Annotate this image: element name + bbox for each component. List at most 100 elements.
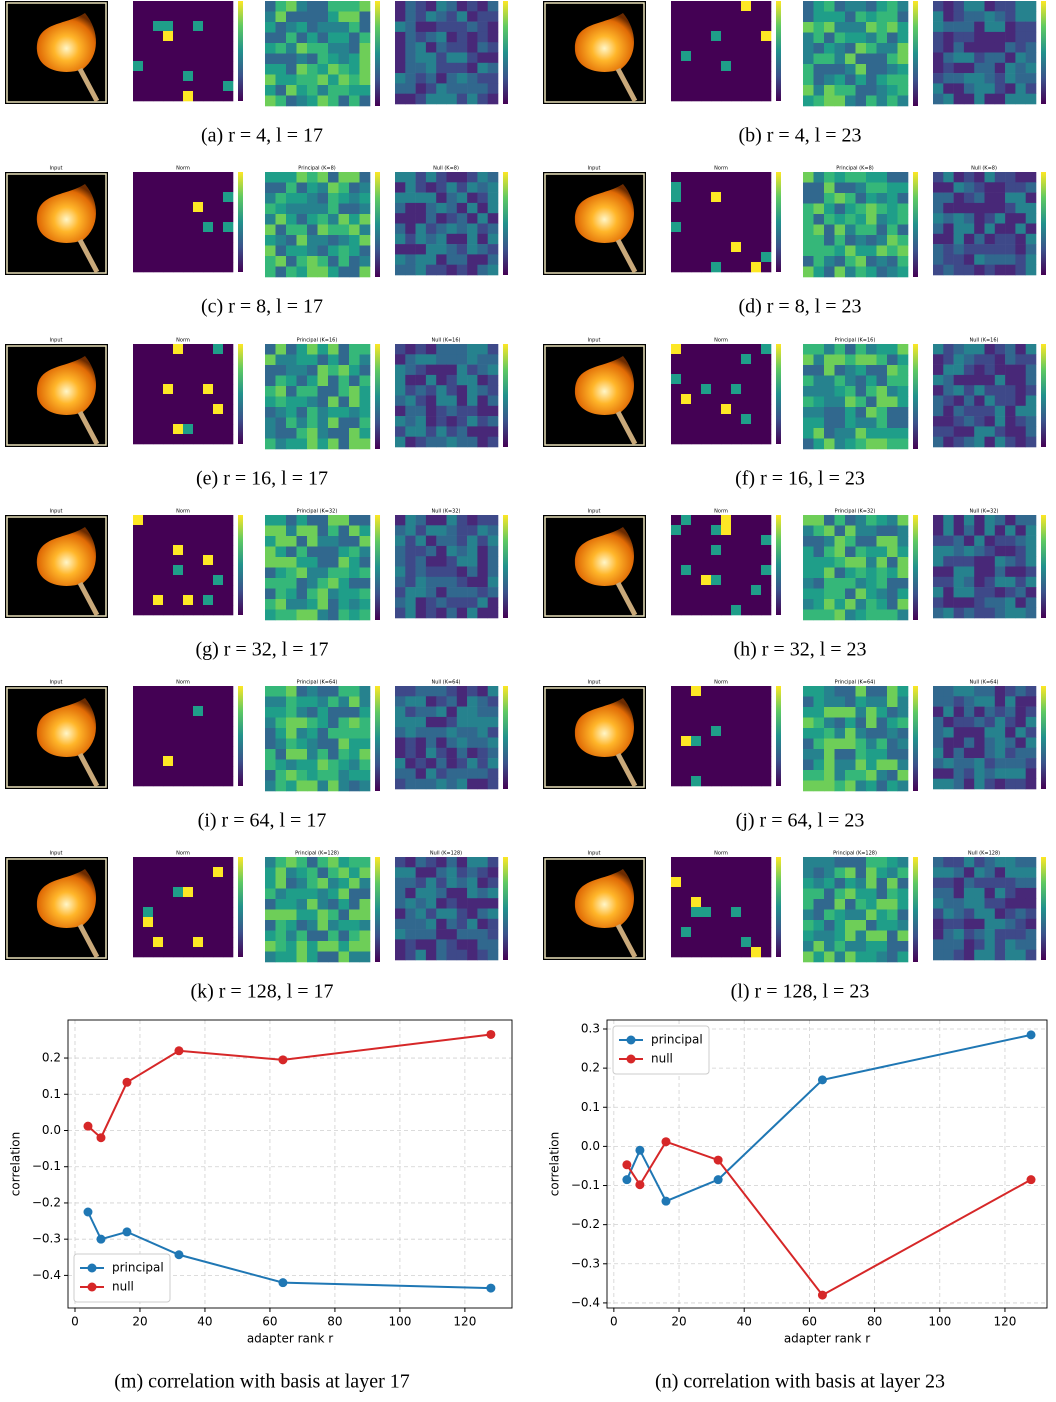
- heat-cell: [133, 41, 144, 52]
- heat-cell: [933, 535, 944, 547]
- heat-cell: [953, 706, 965, 718]
- heat-cell: [741, 182, 752, 193]
- heat-cell: [296, 193, 308, 204]
- heat-cell: [193, 766, 204, 777]
- heat-cell: [307, 951, 318, 963]
- heat-cell: [193, 41, 204, 52]
- heat-cell: [887, 909, 898, 921]
- heat-cell: [405, 364, 416, 376]
- panel-title: Input: [588, 851, 601, 857]
- heat-cell: [173, 595, 184, 606]
- heat-cell: [1025, 244, 1037, 255]
- heat-cell: [761, 434, 772, 445]
- x-tick-label: 0: [71, 1315, 79, 1329]
- heat-cell: [933, 576, 944, 588]
- heat-cell: [803, 172, 814, 183]
- heat-cell: [203, 212, 214, 223]
- data-point: [122, 1227, 132, 1237]
- heat-cell: [446, 597, 458, 608]
- heat-cell: [731, 887, 742, 898]
- heat-cell: [436, 607, 447, 619]
- heat-cell: [338, 728, 350, 739]
- heat-cell: [876, 738, 888, 750]
- heat-cell: [193, 686, 204, 697]
- heat-cell: [1025, 426, 1037, 437]
- heat-cell: [711, 71, 722, 82]
- heat-cell: [834, 407, 846, 418]
- heat-cell: [671, 937, 682, 948]
- heat-cell: [193, 595, 204, 606]
- heat-cell: [467, 374, 478, 386]
- heat-cell: [803, 438, 814, 450]
- heat-cell: [953, 213, 965, 224]
- heat-cell: [143, 776, 154, 787]
- heat-cell: [436, 436, 447, 448]
- heat-cell: [933, 737, 944, 749]
- heat-cell: [897, 1, 909, 12]
- heat-cell: [897, 386, 909, 397]
- heat-cell: [691, 252, 702, 263]
- heat-cell: [467, 747, 478, 759]
- heat-cell: [275, 428, 287, 439]
- heat-cell: [681, 414, 692, 425]
- heat-cell: [328, 749, 339, 760]
- heat-cell: [953, 716, 965, 728]
- heat-cell: [855, 728, 867, 739]
- heat-cell: [711, 706, 722, 717]
- heat-cell: [671, 262, 682, 273]
- heat-cell: [933, 566, 944, 578]
- heat-cell: [446, 73, 458, 84]
- heat-cell: [436, 83, 447, 94]
- heat-cell: [425, 73, 437, 84]
- heat-cell: [193, 81, 204, 92]
- heat-cell: [173, 736, 184, 747]
- heat-cell: [1015, 949, 1026, 961]
- heat-cell: [359, 85, 371, 96]
- heat-cell: [467, 11, 478, 22]
- heat-cell: [143, 706, 154, 717]
- heat-cell: [203, 394, 214, 405]
- heat-cell: [1005, 213, 1016, 224]
- heat-cell: [824, 857, 835, 868]
- heat-cell: [405, 395, 416, 407]
- heat-cell: [425, 416, 437, 427]
- heat-cell: [163, 404, 174, 415]
- heat-cell: [446, 607, 458, 619]
- heat-cell: [467, 857, 478, 868]
- heat-cell: [994, 597, 1006, 608]
- heat-cell: [349, 224, 360, 236]
- heat-cell: [317, 557, 329, 568]
- heat-cell: [395, 21, 406, 33]
- heat-cell: [866, 203, 877, 215]
- heat-cell: [456, 436, 468, 448]
- heat-cell: [359, 609, 371, 621]
- heat-cell: [425, 182, 437, 193]
- heat-cell: [317, 417, 329, 429]
- heat-cell: [436, 737, 447, 749]
- heat-cell: [751, 404, 762, 415]
- heat-cell: [963, 525, 975, 536]
- heat-cell: [876, 203, 888, 215]
- heat-cell: [711, 51, 722, 62]
- heat-cell: [477, 939, 488, 950]
- heat-cell: [897, 599, 909, 610]
- heat-cell: [761, 706, 772, 717]
- heat-cell: [761, 384, 772, 395]
- heat-cell: [133, 595, 144, 606]
- heat-cell: [425, 949, 437, 961]
- heat-cell: [436, 233, 447, 245]
- heat-cell: [425, 867, 437, 878]
- heat-cell: [824, 899, 835, 910]
- heat-cell: [405, 374, 416, 386]
- heat-cell: [876, 930, 888, 942]
- panel-title: Input: [588, 166, 601, 172]
- heat-cell: [751, 585, 762, 596]
- heat-cell: [761, 354, 772, 365]
- heat-cell: [876, 567, 888, 579]
- heat-cell: [477, 21, 488, 33]
- heat-cell: [213, 434, 224, 445]
- heat-cell: [133, 555, 144, 566]
- heat-cell: [1005, 21, 1016, 33]
- heat-cell: [183, 696, 194, 707]
- heat-cell: [143, 61, 154, 72]
